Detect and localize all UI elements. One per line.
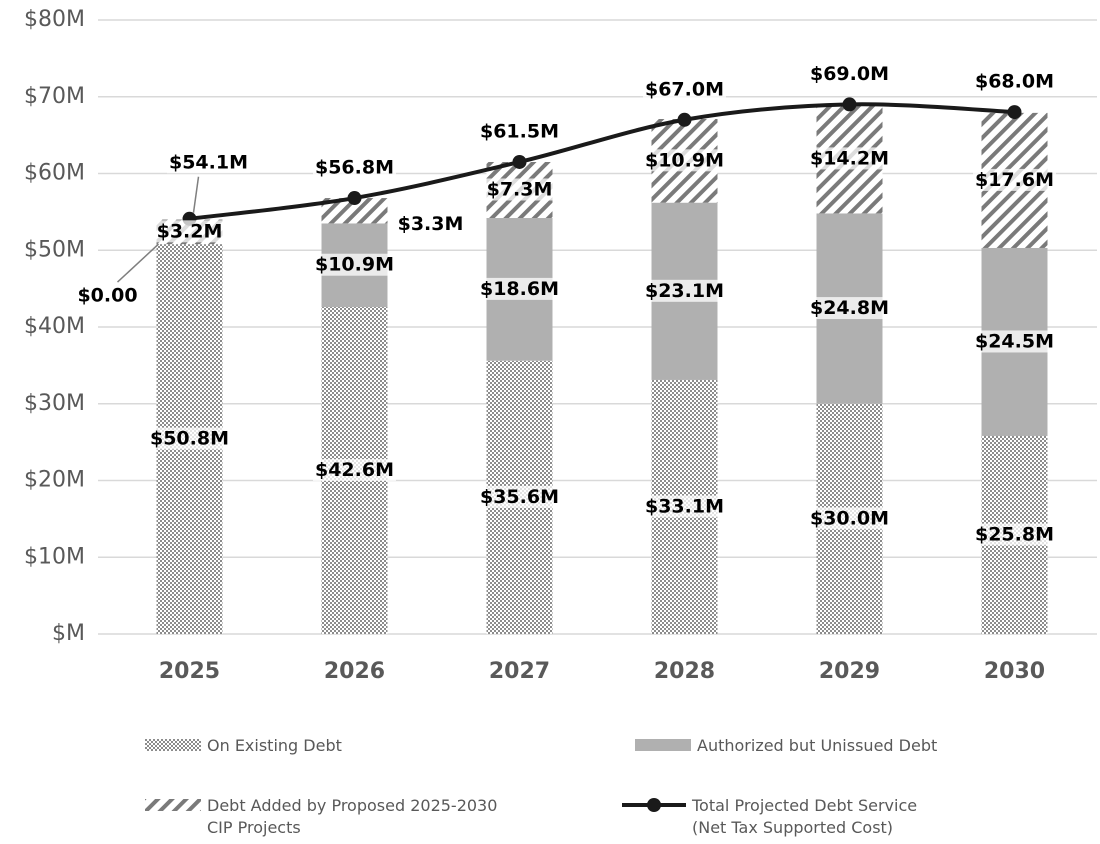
value-label: $54.1M	[169, 151, 248, 173]
value-label: $7.3M	[487, 179, 553, 201]
legend-box	[145, 799, 201, 811]
label-background	[477, 485, 562, 508]
legend-swatch	[635, 739, 691, 751]
value-label: $10.9M	[645, 149, 724, 171]
y-tick-label: $40M	[24, 314, 85, 339]
value-label: $25.8M	[975, 523, 1054, 545]
value-label: $30.0M	[810, 507, 889, 529]
legend-swatch	[145, 739, 201, 751]
line-marker	[512, 154, 527, 169]
label-background	[154, 220, 225, 243]
label-background	[312, 253, 397, 276]
label-background	[972, 330, 1057, 353]
x-tick-label: 2027	[489, 659, 550, 684]
y-tick-label: $M	[52, 621, 85, 646]
label-background	[75, 284, 140, 307]
label-background	[312, 156, 397, 179]
line-marker	[677, 112, 692, 127]
x-tick-label: 2028	[654, 659, 715, 684]
x-tick-label: 2030	[984, 659, 1045, 684]
value-label: $17.6M	[975, 169, 1054, 191]
value-label: $3.2M	[157, 220, 223, 242]
legend-item: On Existing Debt	[145, 735, 527, 757]
y-tick-label: $30M	[24, 391, 85, 416]
value-label: $14.2M	[810, 147, 889, 169]
legend-label: On Existing Debt	[207, 736, 342, 755]
label-background	[972, 168, 1057, 191]
y-tick-label: $10M	[24, 544, 85, 569]
value-label: $61.5M	[480, 120, 559, 142]
value-label: $42.6M	[315, 459, 394, 481]
value-label: $67.0M	[645, 78, 724, 100]
line	[189, 102, 1015, 221]
y-tick-label: $20M	[24, 468, 85, 493]
value-label: $56.8M	[315, 157, 394, 179]
value-label: $69.0M	[810, 63, 889, 85]
y-tick-label: $50M	[24, 237, 85, 262]
label-background	[395, 213, 466, 236]
label-background	[807, 297, 892, 320]
x-tick-label: 2025	[159, 659, 220, 684]
label-background	[972, 70, 1057, 93]
value-label: $3.3M	[398, 213, 464, 235]
label-background	[807, 507, 892, 530]
y-tick-label: $60M	[24, 161, 85, 186]
value-label: $0.00	[77, 285, 137, 307]
label-background	[642, 78, 727, 101]
legend-label: Debt Added by Proposed 2025-2030 CIP Pro…	[207, 796, 498, 837]
x-tick-label: 2026	[324, 659, 385, 684]
label-background	[642, 149, 727, 172]
legend-box	[145, 739, 201, 751]
legend-box	[635, 739, 691, 751]
value-label: $24.8M	[810, 297, 889, 319]
label-background	[147, 427, 232, 450]
legend-swatch	[145, 799, 201, 811]
legend-swatch	[622, 798, 686, 812]
label-background	[807, 147, 892, 170]
label-background	[484, 178, 555, 201]
label-background	[972, 523, 1057, 546]
legend-item: Total Projected Debt Service (Net Tax Su…	[622, 795, 932, 839]
legend-label: Authorized but Unissued Debt	[697, 736, 938, 755]
label-background	[642, 279, 727, 302]
leader-line	[116, 243, 160, 283]
legend-marker	[647, 798, 661, 812]
line-marker	[347, 191, 362, 206]
value-label: $50.8M	[150, 428, 229, 450]
value-label: $10.9M	[315, 254, 394, 276]
label-background	[477, 120, 562, 143]
label-background	[642, 495, 727, 518]
y-tick-label: $80M	[24, 7, 85, 32]
value-label: $35.6M	[480, 486, 559, 508]
x-tick-label: 2029	[819, 659, 880, 684]
leader-line	[192, 176, 200, 213]
value-label: $24.5M	[975, 330, 1054, 352]
value-label: $23.1M	[645, 280, 724, 302]
y-tick-label: $70M	[24, 84, 85, 109]
line-marker	[842, 97, 857, 112]
label-background	[166, 151, 251, 174]
legend-item: Debt Added by Proposed 2025-2030 CIP Pro…	[145, 795, 527, 839]
value-label: $18.6M	[480, 278, 559, 300]
label-background	[312, 459, 397, 482]
legend-label: Total Projected Debt Service (Net Tax Su…	[692, 796, 918, 837]
label-background	[807, 62, 892, 85]
label-background	[477, 277, 562, 300]
line-marker	[1007, 105, 1022, 120]
legend-item: Authorized but Unissued Debt	[635, 735, 1017, 757]
value-label: $33.1M	[645, 495, 724, 517]
value-label: $68.0M	[975, 71, 1054, 93]
